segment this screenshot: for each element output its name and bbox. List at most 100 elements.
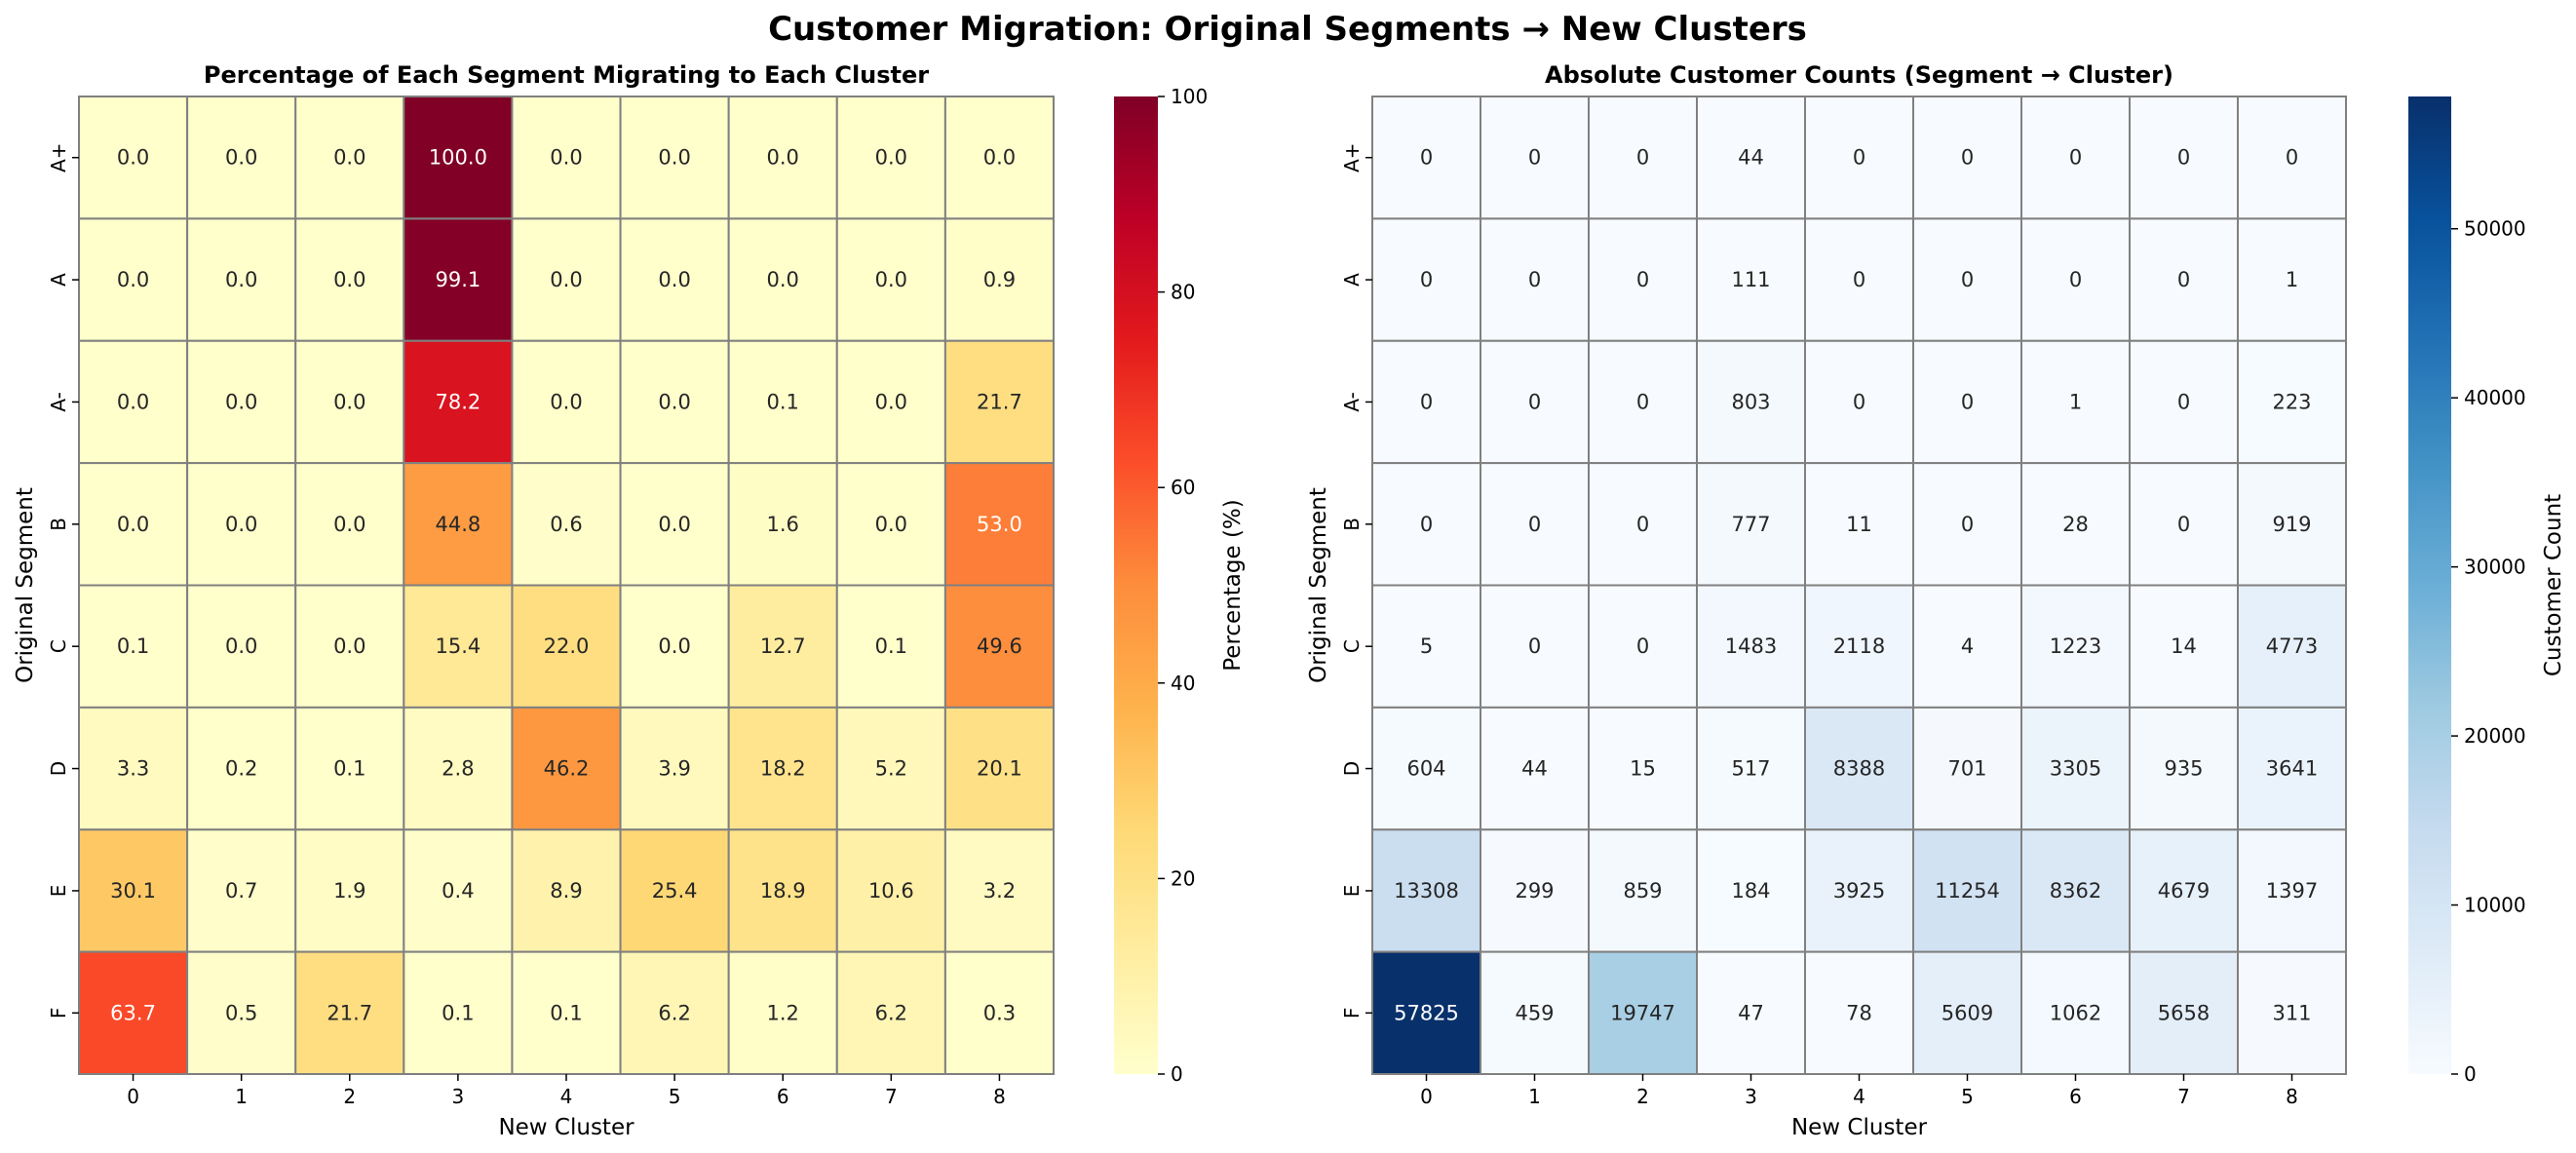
cell-value-label: 0 xyxy=(1420,513,1433,536)
cell-value-label: 5658 xyxy=(2158,1001,2210,1024)
heatmap-cell xyxy=(1371,584,1481,709)
heatmap-cell xyxy=(619,96,730,220)
y-tick-label: A xyxy=(47,273,70,287)
cell-value-label: 0.1 xyxy=(117,634,149,658)
colorbar-tick-label: 30000 xyxy=(2464,556,2526,579)
heatmap-cell xyxy=(2020,706,2131,831)
x-tick-label: 1 xyxy=(235,1085,248,1108)
cell-value-label: 15 xyxy=(1630,757,1656,781)
cell-value-label: 10.6 xyxy=(868,879,914,903)
cell-value-label: 0.1 xyxy=(442,1001,474,1024)
heatmap-cell xyxy=(1804,462,1914,587)
cell-value-label: 0.0 xyxy=(117,513,149,536)
cell-value-label: 0.9 xyxy=(983,268,1016,291)
heatmap-cell xyxy=(2237,217,2347,342)
heatmap-cell xyxy=(1371,96,1481,220)
heatmap-cell xyxy=(2237,462,2347,587)
cell-value-label: 0 xyxy=(2177,390,2190,413)
cell-value-label: 0.1 xyxy=(767,390,799,413)
x-tick-label: 3 xyxy=(1745,1085,1757,1108)
heatmap-cell xyxy=(619,706,730,831)
cell-value-label: 0.0 xyxy=(875,146,907,170)
x-tick-label: 6 xyxy=(777,1085,789,1108)
cell-value-label: 0 xyxy=(1853,390,1865,413)
colorbar-tick-label: 60 xyxy=(1171,476,1195,499)
cell-value-label: 0.0 xyxy=(875,513,907,536)
colorbar-label: Percentage (%) xyxy=(1220,499,1246,672)
heatmap-cell xyxy=(1696,217,1806,342)
cell-value-label: 2118 xyxy=(1833,634,1885,658)
cell-value-label: 919 xyxy=(2272,513,2311,536)
cell-value-label: 0 xyxy=(2286,146,2298,170)
y-tick-label: D xyxy=(1340,761,1364,776)
heatmap-cell xyxy=(619,950,730,1075)
cell-value-label: 0.1 xyxy=(875,634,907,658)
colorbar xyxy=(2408,96,2451,1074)
cell-value-label: 0.5 xyxy=(225,1001,257,1024)
x-axis-label: New Cluster xyxy=(1791,1115,1928,1140)
heatmap-cell xyxy=(1804,217,1914,342)
y-tick-label: A+ xyxy=(47,142,70,172)
cell-value-label: 0 xyxy=(1961,513,1974,536)
x-tick-label: 5 xyxy=(1961,1085,1974,1108)
cell-value-label: 1.6 xyxy=(767,513,799,536)
colorbar-tick-label: 50000 xyxy=(2464,217,2526,241)
colorbar-tick-label: 0 xyxy=(1171,1062,1183,1086)
colorbar-tick-label: 100 xyxy=(1171,85,1208,108)
colorbar-tick-label: 20 xyxy=(1171,866,1195,890)
y-tick-label: E xyxy=(1340,885,1364,898)
x-tick-label: 6 xyxy=(2069,1085,2082,1108)
heatmap-cell xyxy=(1480,950,1590,1075)
heatmap-cell xyxy=(2020,217,2131,342)
cell-value-label: 3.9 xyxy=(658,757,690,781)
heatmap-cell xyxy=(2129,950,2239,1075)
cell-value-label: 3925 xyxy=(1833,879,1885,903)
heatmap-cell xyxy=(943,462,1056,587)
y-tick-label: A- xyxy=(47,392,70,411)
cell-value-label: 459 xyxy=(1515,1001,1554,1024)
heatmap-cell xyxy=(1480,828,1590,953)
cell-value-label: 4 xyxy=(1961,634,1974,658)
y-tick-label: D xyxy=(47,761,70,776)
cell-value-label: 0.0 xyxy=(550,268,582,291)
cell-value-label: 0.0 xyxy=(658,513,690,536)
heatmap-cell xyxy=(2020,339,2131,465)
heatmap-cell xyxy=(943,950,1056,1075)
cell-value-label: 46.2 xyxy=(544,757,590,781)
heatmap-cell xyxy=(403,339,514,465)
heatmap-cell xyxy=(294,96,405,220)
heatmap-cell xyxy=(1804,706,1914,831)
heatmap-cell xyxy=(511,339,622,465)
y-axis-label: Original Segment xyxy=(1306,487,1331,683)
colorbar-tick-label: 40000 xyxy=(2464,386,2526,409)
cell-value-label: 777 xyxy=(1731,513,1770,536)
heatmap-cell xyxy=(186,462,297,587)
colorbar-label: Customer Count xyxy=(2541,494,2566,676)
cell-value-label: 0 xyxy=(1636,390,1649,413)
cell-value-label: 0 xyxy=(1528,146,1541,170)
x-tick-label: 1 xyxy=(1528,1085,1541,1108)
cell-value-label: 1483 xyxy=(1725,634,1777,658)
x-tick-label: 2 xyxy=(343,1085,356,1108)
heatmap-cell xyxy=(1480,339,1590,465)
heatmap-cell xyxy=(1696,96,1806,220)
heatmap-cell xyxy=(943,339,1056,465)
heatmap-cell xyxy=(78,339,189,465)
cell-value-label: 0 xyxy=(1420,390,1433,413)
heatmap-cell xyxy=(1588,584,1698,709)
cell-value-label: 0.0 xyxy=(333,390,365,413)
colorbar xyxy=(1114,96,1158,1074)
heatmap-cell xyxy=(2129,217,2239,342)
y-axis-label: Original Segment xyxy=(13,487,38,683)
heatmap-cell xyxy=(294,339,405,465)
heatmap-cell xyxy=(727,217,838,342)
cell-value-label: 0 xyxy=(1636,634,1649,658)
colorbar-tick-label: 80 xyxy=(1171,281,1195,304)
heatmap-cell xyxy=(1912,950,2022,1075)
cell-value-label: 0.0 xyxy=(550,390,582,413)
cell-value-label: 49.6 xyxy=(977,634,1022,658)
cell-value-label: 0.0 xyxy=(875,268,907,291)
cell-value-label: 100.0 xyxy=(429,146,487,170)
cell-value-label: 0.0 xyxy=(225,268,257,291)
x-tick-label: 3 xyxy=(452,1085,465,1108)
